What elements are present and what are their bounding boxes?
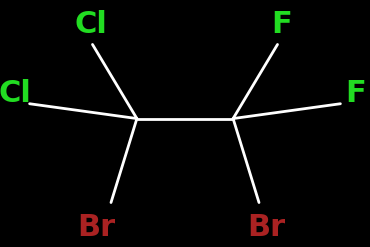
Text: Br: Br xyxy=(77,213,115,242)
Text: Cl: Cl xyxy=(74,10,107,39)
Text: Br: Br xyxy=(247,213,286,242)
Text: F: F xyxy=(345,79,366,108)
Text: Cl: Cl xyxy=(0,79,31,108)
Text: F: F xyxy=(271,10,292,39)
